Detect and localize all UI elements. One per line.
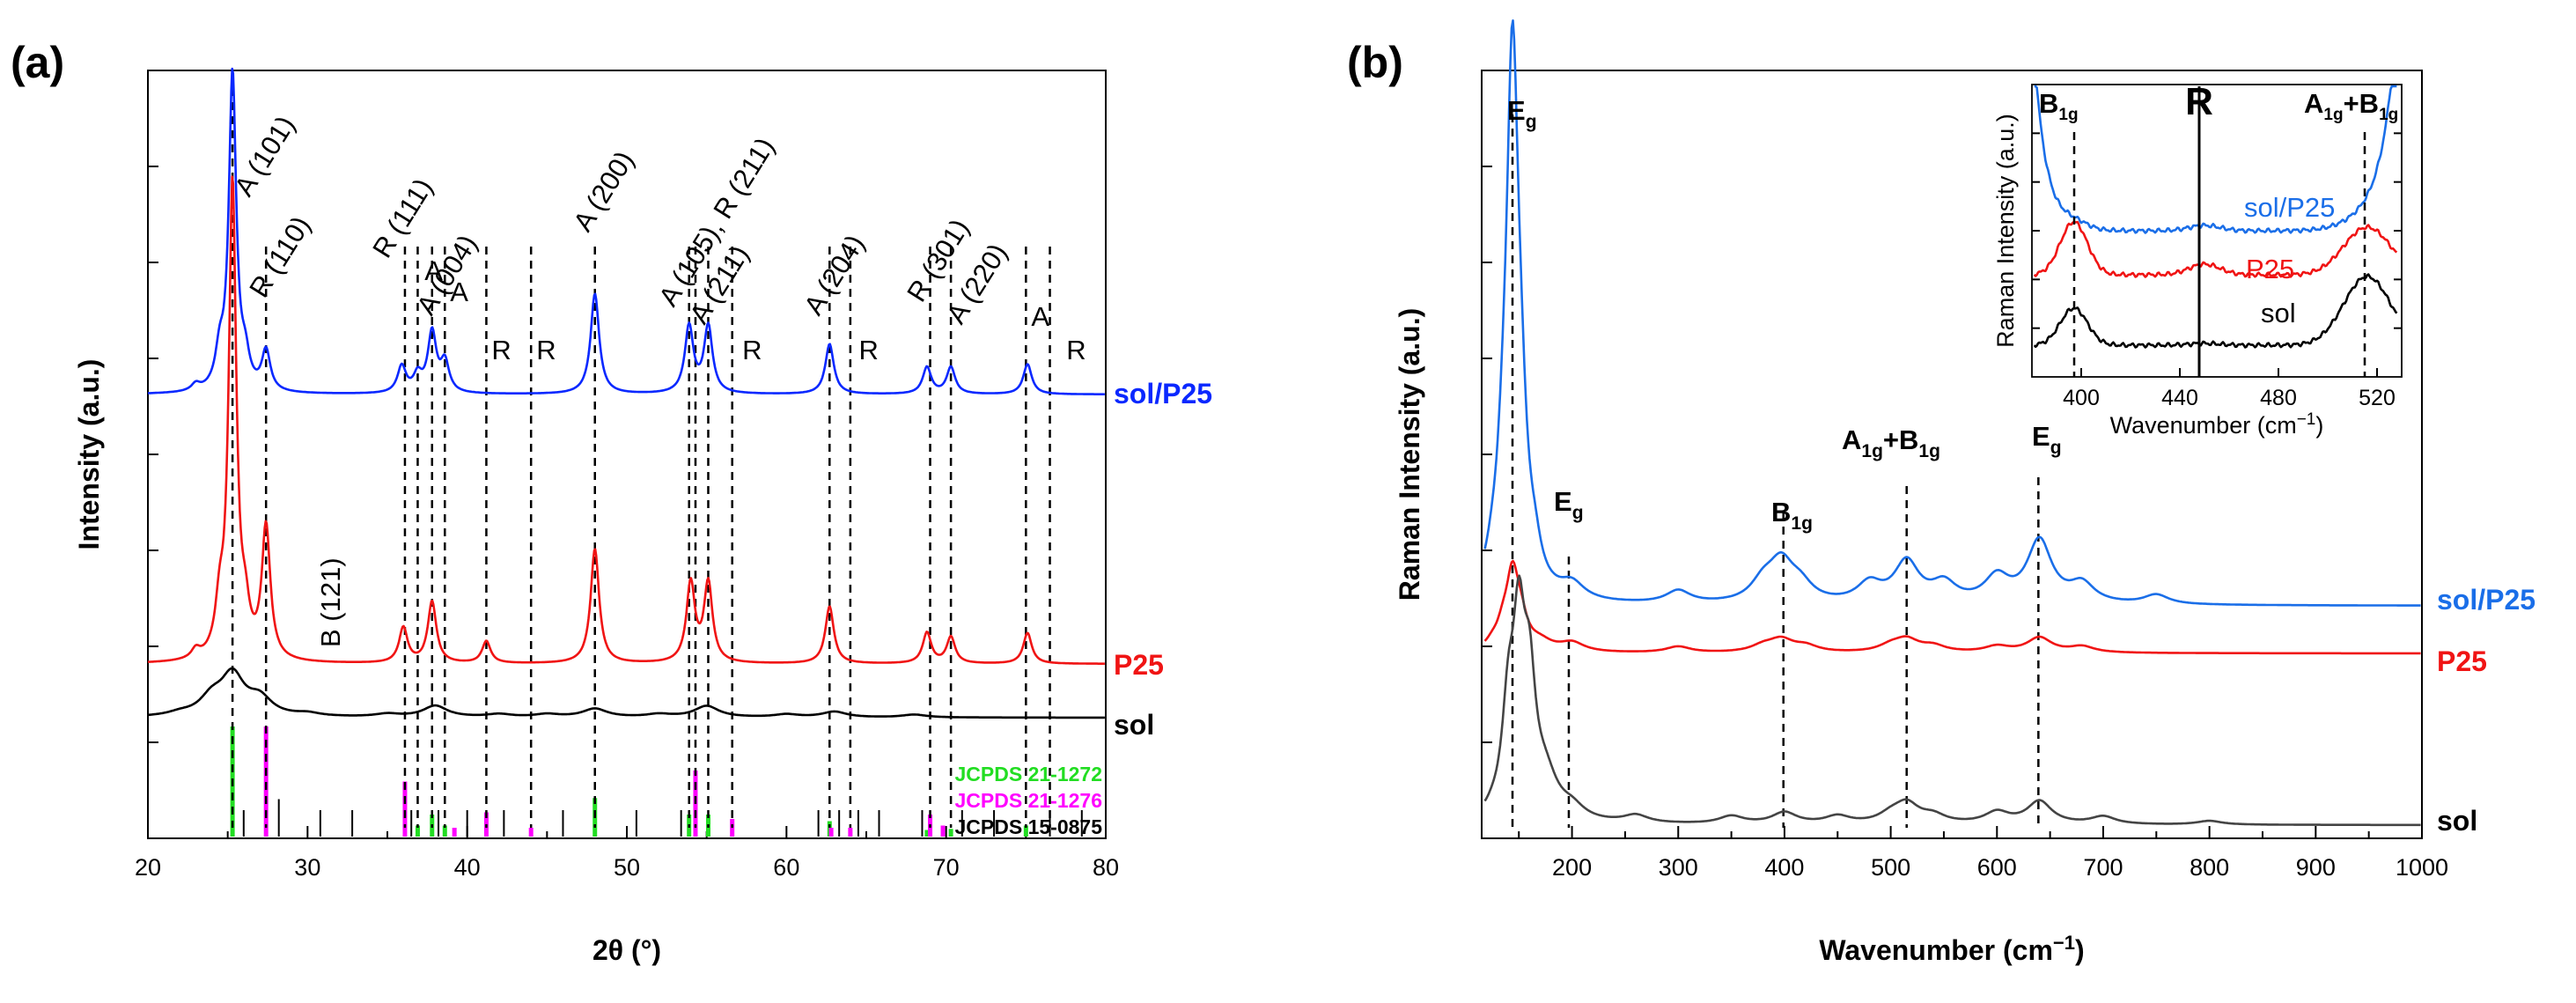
panel-b-x-tick-label: 400 <box>1764 854 1804 881</box>
inset-curve-sol-p25 <box>2034 85 2397 234</box>
panel-b-peak-label: B1g <box>1771 497 1813 534</box>
panel-b-ticks: 200 300 400 500 600 700 800 900 1000 <box>1482 166 2448 881</box>
inset-series-label-p25: P25 <box>2246 254 2294 284</box>
panel-a-chart: 20 30 40 50 60 70 80 A (101)R (110) R (111)AA (… <box>73 67 1212 966</box>
panel-b-curve-p25 <box>1483 559 2421 655</box>
inset-y-axis-label: Raman Intensity (a.u.) <box>1992 114 2019 348</box>
panel-a-guide-lines <box>231 74 1051 828</box>
panel-a-annotation: R <box>858 335 878 365</box>
inset-a1g-b1g-label: A1g+B1g <box>2304 88 2398 124</box>
panel-b-peak-label: Eg <box>1554 486 1584 523</box>
panel-b-peak-labels: Eg Eg B1g A1g+B1g Eg <box>1507 95 2062 534</box>
panel-a-series-label-sol: sol <box>1114 709 1154 741</box>
panel-a-annotation: A (101) <box>228 110 301 201</box>
panel-b-x-tick-label: 300 <box>1659 854 1698 881</box>
panel-b-x-tick-label: 1000 <box>2396 854 2448 881</box>
panel-a-annotation: A (204) <box>798 229 871 320</box>
inset-ticks: 400 440 480 520 <box>2032 132 2402 410</box>
panel-b-curve-sol-p25 <box>1483 19 2421 607</box>
panel-b-x-tick-label: 600 <box>1977 854 2017 881</box>
panel-a-annotation: R <box>1066 335 1086 365</box>
inset-curve-sol <box>2033 273 2398 349</box>
inset-series-label-sol: sol <box>2261 298 2296 328</box>
inset-x-axis-label: Wavenumber (cm−1) <box>2110 410 2324 439</box>
legend-jcpds-21-1272: JCPDS 21-1272 <box>955 763 1103 785</box>
panel-a-x-tick-label: 30 <box>294 854 320 881</box>
panel-b-series-label-sol-p25: sol/P25 <box>2437 584 2536 616</box>
panel-a-x-axis-label: 2θ (°) <box>592 934 661 966</box>
panel-a-y-axis-label: Intensity (a.u.) <box>73 359 105 550</box>
panel-b-label: (b) <box>1347 38 1403 87</box>
inset-x-tick-label: 480 <box>2260 386 2297 410</box>
panel-a-annotations: A (101)R (110) R (111)AA (004)AR RA (200) A… <box>228 110 1086 647</box>
panel-a-curve-sol-p25 <box>147 67 1106 395</box>
inset-rutile-label: R <box>2185 80 2213 123</box>
panel-a-plot-area <box>147 70 1107 839</box>
panel-a-annotation: R <box>742 335 762 365</box>
panel-a-x-tick-label: 50 <box>614 854 640 881</box>
panel-b-guide-lines <box>1511 114 2040 828</box>
panel-a-ticks: 20 30 40 50 60 70 80 <box>135 166 1119 881</box>
panel-a-annotation: A <box>1031 301 1049 332</box>
panel-a-annotation: A (004) <box>410 229 483 320</box>
legend-jcpds-21-1276: JCPDS 21-1276 <box>955 789 1103 812</box>
panel-a-series-label-sol-p25: sol/P25 <box>1114 378 1212 409</box>
panel-a-annotation: R (110) <box>243 210 316 302</box>
panel-b-x-tick-label: 900 <box>2296 854 2336 881</box>
panel-b-curve-sol <box>1483 574 2421 827</box>
panel-b-peak-label: A1g+B1g <box>1842 424 1940 461</box>
panel-a-annotation: A <box>424 255 443 286</box>
panel-a-annotation: B (121) <box>315 557 346 647</box>
panel-a-annotation: A (200) <box>567 145 640 236</box>
inset-x-tick-label: 400 <box>2063 386 2100 410</box>
panel-a-curve-sol <box>147 667 1106 719</box>
panel-b-plot-area <box>1481 70 2423 839</box>
inset-curve-p25 <box>2033 220 2398 278</box>
panel-a-x-tick-label: 80 <box>1093 854 1119 881</box>
inset-x-tick-label: 440 <box>2161 386 2198 410</box>
legend-jcpds-15-0875: JCPDS 15-0875 <box>955 815 1103 838</box>
panel-a-curves <box>147 67 1106 719</box>
panel-b-curves <box>1483 19 2421 827</box>
panel-a-x-tick-label: 70 <box>933 854 960 881</box>
panel-b-peak-label: Eg <box>1507 95 1537 132</box>
panel-b-series-label-sol: sol <box>2437 805 2477 837</box>
panel-b-peak-label: Eg <box>2032 421 2062 458</box>
panel-b-x-tick-label: 200 <box>1552 854 1592 881</box>
panel-b-x-tick-label: 800 <box>2190 854 2229 881</box>
inset-series-label-sol-p25: sol/P25 <box>2244 192 2335 223</box>
panel-b-inset: 400 440 480 520 R B1g A1g+B1g sol/P25 P25 s… <box>1992 80 2403 439</box>
panel-a-series-label-p25: P25 <box>1114 649 1164 681</box>
inset-x-tick-label: 520 <box>2359 386 2396 410</box>
panel-b-y-axis-label: Raman Intensity (a.u.) <box>1394 308 1425 601</box>
panel-b-x-tick-label: 500 <box>1871 854 1910 881</box>
panel-a-x-tick-label: 40 <box>454 854 481 881</box>
panel-a-curve-p25 <box>147 175 1106 665</box>
panel-b-series-label-p25: P25 <box>2437 645 2487 677</box>
panel-a-annotation: A <box>450 277 468 307</box>
inset-plot-area <box>2031 84 2403 378</box>
inset-curves <box>2033 85 2398 349</box>
panel-b-x-tick-label: 700 <box>2083 854 2123 881</box>
panel-b-x-axis-label: Wavenumber (cm−1) <box>1819 932 2084 966</box>
inset-b1g-label: B1g <box>2039 88 2079 124</box>
panel-a-annotation: R <box>536 335 556 365</box>
panel-a-annotation: R (111) <box>366 173 438 262</box>
panel-b-chart: 200 300 400 500 600 700 800 900 1000 Eg Eg B1g A1g+… <box>1394 19 2536 966</box>
panel-a-annotation: R <box>491 335 511 365</box>
panel-a-x-tick-label: 20 <box>135 854 161 881</box>
panel-a-label: (a) <box>11 38 64 87</box>
panel-a-x-tick-label: 60 <box>773 854 799 881</box>
